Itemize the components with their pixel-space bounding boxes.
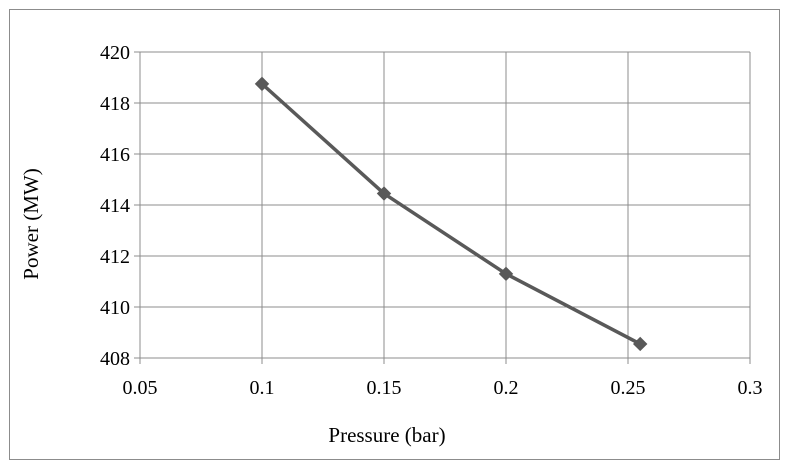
x-tick-label: 0.25 [611,377,646,399]
x-tick-label: 0.2 [494,377,519,399]
y-axis-title: Power (MW) [19,168,43,279]
chart-frame [9,9,780,460]
data-point [376,186,392,201]
x-tick-label: 0.1 [250,377,275,399]
y-tick-label: 418 [100,93,130,115]
series-line [260,82,642,346]
y-tick-label: 414 [100,195,130,217]
tick-labels: 408 410 412 414 416 418 420 0.05 0.1 0.15 0.2 0.25 0… [100,42,763,399]
series [254,76,648,352]
data-point [632,336,648,352]
x-tick-label: 0.15 [367,377,402,399]
y-tick-label: 408 [100,348,130,370]
grid [134,51,751,364]
x-tick-label: 0.05 [123,377,158,399]
y-tick-label: 412 [100,246,130,268]
y-tick-label: 410 [100,297,130,319]
x-tick-label: 0.3 [738,377,763,399]
y-tick-label: 420 [100,42,130,64]
data-point [254,76,270,92]
data-point [498,266,514,282]
y-tick-label: 416 [100,144,130,166]
x-axis-title: Pressure (bar) [328,423,445,447]
